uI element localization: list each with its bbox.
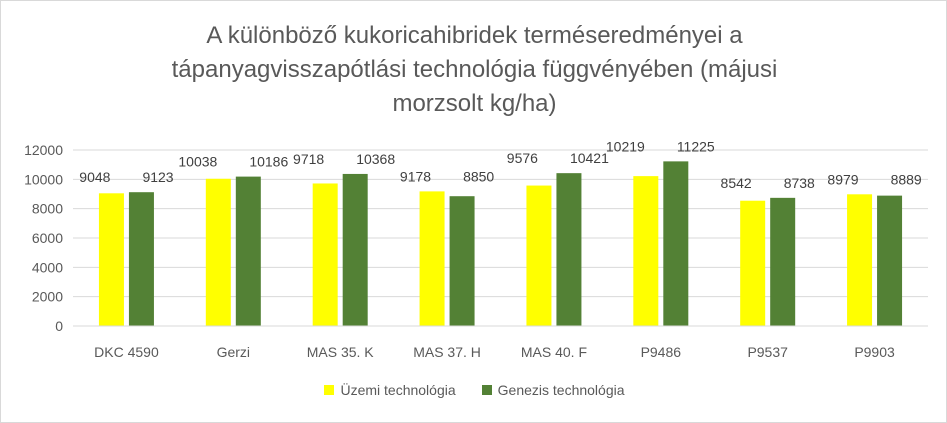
- data-label-uzemi: 8979: [827, 171, 858, 187]
- x-tick-label: P9537: [747, 344, 788, 360]
- bar-genezis: [663, 161, 689, 326]
- x-tick-label: P9903: [854, 344, 895, 360]
- bar-uzemi: [419, 191, 445, 326]
- x-tick-label: DKC 4590: [94, 344, 159, 360]
- y-tick-label: 0: [55, 318, 63, 334]
- x-tick-label: MAS 37. H: [413, 344, 481, 360]
- y-tick-label: 4000: [32, 259, 63, 275]
- data-label-genezis: 10186: [249, 154, 288, 170]
- y-tick-label: 10000: [24, 171, 63, 187]
- legend-swatch-uzemi: [324, 385, 335, 395]
- y-tick-label: 2000: [32, 289, 63, 305]
- bar-genezis: [877, 195, 903, 326]
- legend-swatch-genezis: [481, 385, 492, 395]
- data-label-uzemi: 9048: [79, 169, 110, 185]
- x-tick-label: P9486: [641, 344, 682, 360]
- x-tick-label: MAS 40. F: [521, 344, 587, 360]
- data-label-genezis: 11225: [677, 138, 715, 154]
- data-label-genezis: 8738: [784, 175, 815, 191]
- bar-uzemi: [526, 185, 552, 326]
- legend-label-genezis: Genezis technológia: [497, 382, 625, 398]
- bar-uzemi: [98, 193, 124, 326]
- legend: Üzemi technológia Genezis technológia: [1, 382, 947, 398]
- data-label-uzemi: 9178: [400, 168, 431, 184]
- bar-genezis: [770, 197, 796, 326]
- y-tick-label: 8000: [32, 201, 63, 217]
- bar-uzemi: [633, 176, 659, 326]
- data-label-genezis: 8889: [891, 171, 922, 187]
- y-tick-label: 12000: [24, 142, 63, 158]
- bar-genezis: [449, 196, 475, 326]
- data-label-uzemi: 10038: [178, 154, 217, 170]
- data-label-genezis: 8850: [463, 168, 494, 184]
- bar-uzemi: [740, 200, 766, 326]
- bar-genezis: [235, 176, 261, 326]
- x-tick-label: MAS 35. K: [307, 344, 375, 360]
- bar-genezis: [342, 173, 368, 326]
- legend-item-genezis: Genezis technológia: [481, 382, 625, 398]
- data-label-genezis: 10368: [356, 151, 395, 167]
- legend-label-uzemi: Üzemi technológia: [340, 382, 456, 398]
- data-label-uzemi: 9576: [507, 150, 538, 166]
- bar-genezis: [128, 192, 154, 326]
- x-tick-label: Gerzi: [217, 344, 250, 360]
- bar-uzemi: [205, 178, 231, 326]
- data-label-uzemi: 8542: [721, 175, 752, 191]
- data-label-uzemi: 9718: [293, 151, 324, 167]
- chart-title: A különböző kukoricahibridek terméseredm…: [171, 22, 778, 117]
- data-label-genezis: 10421: [570, 150, 609, 166]
- y-tick-label: 6000: [32, 230, 63, 246]
- legend-item-uzemi: Üzemi technológia: [324, 382, 456, 398]
- bar-genezis: [556, 173, 582, 326]
- bar-uzemi: [312, 183, 338, 326]
- data-label-genezis: 9123: [142, 169, 173, 185]
- data-label-uzemi: 10219: [606, 138, 645, 154]
- bar-uzemi: [847, 194, 873, 326]
